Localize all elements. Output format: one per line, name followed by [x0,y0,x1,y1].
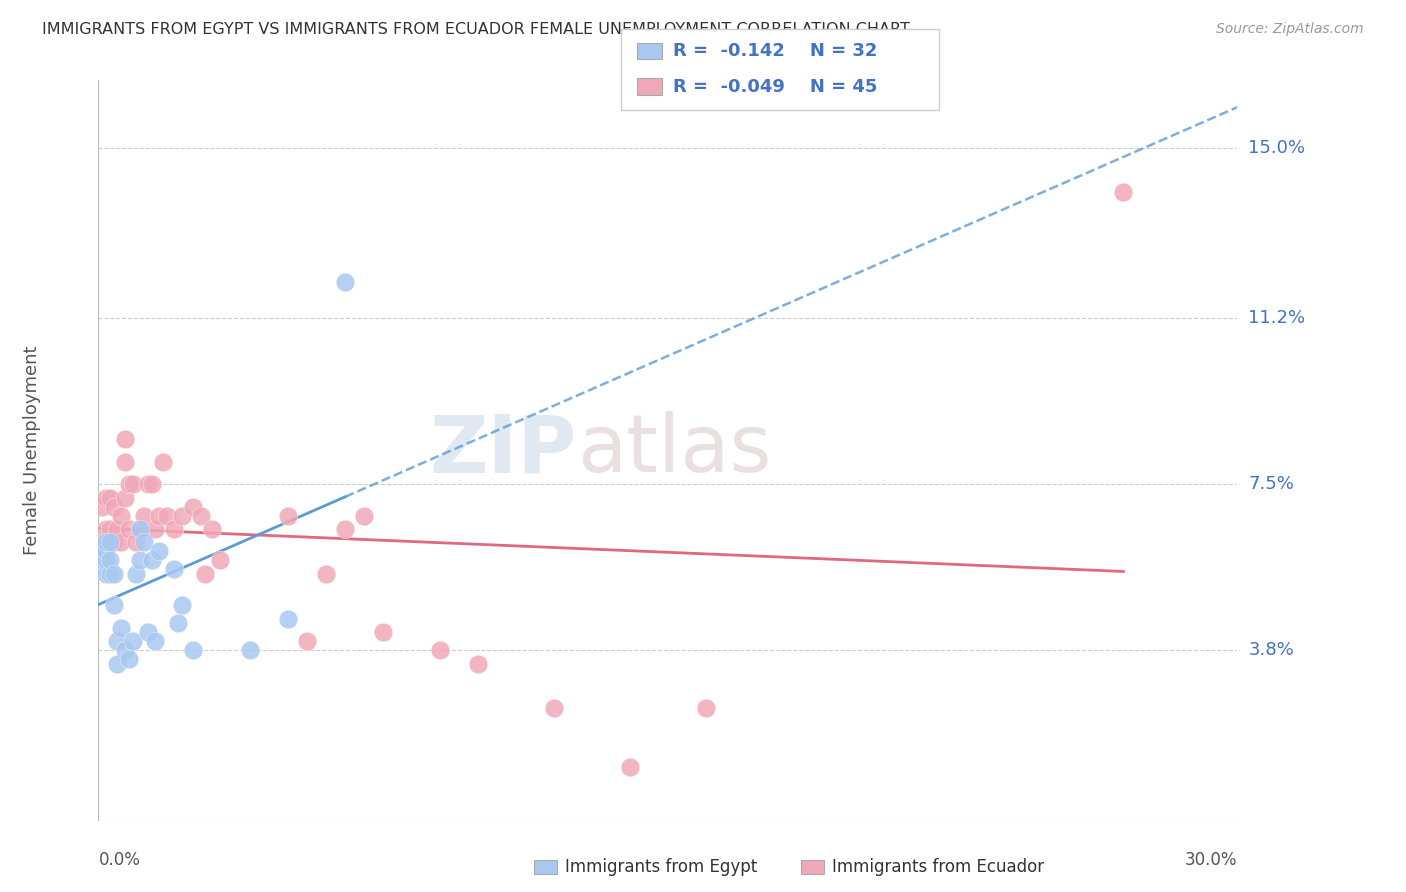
Text: R =  -0.049    N = 45: R = -0.049 N = 45 [673,78,877,95]
Point [183,643,205,657]
Point [121,477,143,491]
Point [129,522,152,536]
Point [118,477,141,491]
Point [91,553,114,567]
Point [190,508,212,523]
Point [91,540,114,554]
Point [94,522,117,536]
Point [467,657,489,671]
Point [98,566,121,581]
Point [141,553,163,567]
Point [107,657,129,671]
Text: 15.0%: 15.0% [1249,138,1305,157]
Point [353,508,375,523]
Point [239,643,262,657]
Point [103,500,125,514]
Point [98,522,121,536]
Point [118,522,141,536]
Point [98,535,121,549]
Point [695,701,717,715]
Point [335,275,357,289]
Point [129,553,152,567]
Point [136,625,159,640]
Point [152,455,174,469]
Point [183,500,205,514]
Point [94,544,117,558]
Point [371,625,394,640]
Point [619,760,641,774]
Point [163,562,186,576]
Text: Immigrants from Egypt: Immigrants from Egypt [565,858,758,876]
Point [429,643,451,657]
Point [110,621,132,635]
Point [145,522,167,536]
Point [103,535,125,549]
Point [163,522,186,536]
Point [125,566,148,581]
Point [315,566,337,581]
Point [94,566,117,581]
Text: 30.0%: 30.0% [1185,851,1237,869]
Text: 7.5%: 7.5% [1249,475,1295,493]
Text: Female Unemployment: Female Unemployment [24,346,42,555]
Point [107,634,129,648]
Point [170,508,193,523]
Point [91,535,114,549]
Text: 3.8%: 3.8% [1249,641,1294,659]
Text: 11.2%: 11.2% [1249,310,1306,327]
Point [114,491,136,505]
Point [110,535,132,549]
Point [132,508,155,523]
Point [114,432,136,446]
Point [277,508,299,523]
Point [148,508,170,523]
Text: Immigrants from Ecuador: Immigrants from Ecuador [832,858,1045,876]
Point [156,508,179,523]
Point [208,553,231,567]
Point [129,522,152,536]
Point [114,643,136,657]
Text: Source: ZipAtlas.com: Source: ZipAtlas.com [1216,22,1364,37]
Point [141,477,163,491]
Point [125,535,148,549]
Point [107,522,129,536]
Point [91,500,114,514]
Point [148,544,170,558]
Text: IMMIGRANTS FROM EGYPT VS IMMIGRANTS FROM ECUADOR FEMALE UNEMPLOYMENT CORRELATION: IMMIGRANTS FROM EGYPT VS IMMIGRANTS FROM… [42,22,910,37]
Point [201,522,224,536]
Point [335,522,357,536]
Text: atlas: atlas [576,411,770,490]
Point [98,491,121,505]
Point [94,535,117,549]
Point [121,634,143,648]
Point [136,477,159,491]
Point [297,634,319,648]
Point [98,553,121,567]
Point [132,535,155,549]
Point [1112,186,1135,200]
Point [194,566,217,581]
Point [94,553,117,567]
Point [543,701,565,715]
Text: ZIP: ZIP [429,411,576,490]
Text: 0.0%: 0.0% [98,851,141,869]
Point [167,616,190,631]
Text: R =  -0.142    N = 32: R = -0.142 N = 32 [673,42,877,60]
Point [94,491,117,505]
Point [103,599,125,613]
Point [110,508,132,523]
Point [170,599,193,613]
Point [114,455,136,469]
Point [103,566,125,581]
Point [277,612,299,626]
Point [145,634,167,648]
Point [118,652,141,666]
